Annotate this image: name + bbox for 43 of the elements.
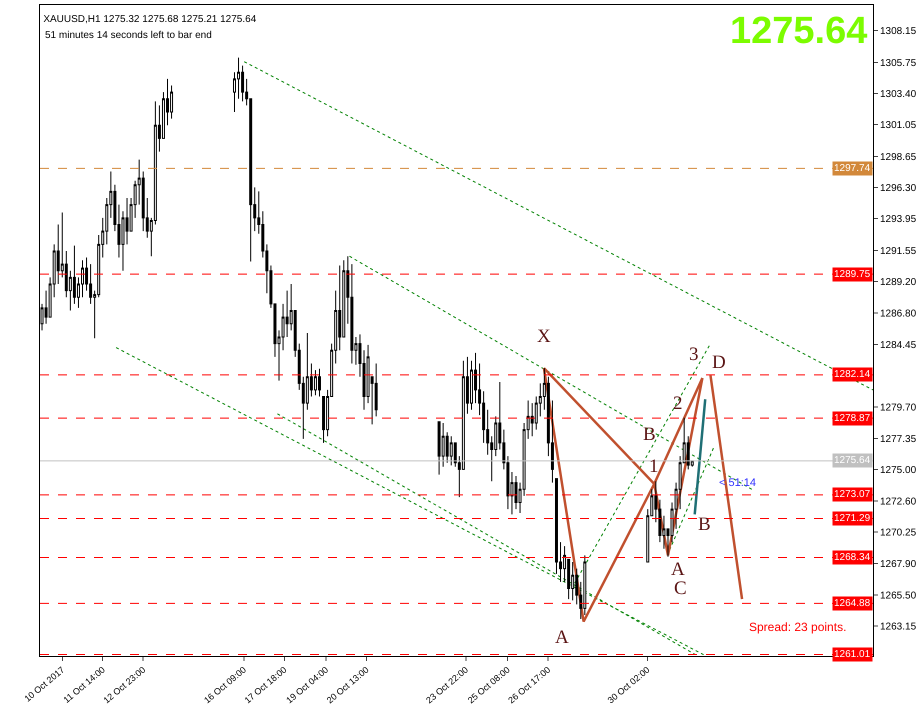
y-tick-label: 1293.95 bbox=[880, 214, 917, 226]
y-tick-label: 1286.80 bbox=[880, 308, 917, 320]
y-tick-label: 1279.70 bbox=[880, 402, 917, 414]
y-tick-label: 1289.20 bbox=[880, 276, 917, 288]
y-tick-label: 1284.45 bbox=[880, 340, 917, 351]
annotation: B bbox=[698, 514, 711, 535]
y-tick-label: 1265.50 bbox=[880, 590, 917, 602]
ref-line-label: 1278.87 bbox=[834, 413, 871, 424]
ref-line-label: 1261.01 bbox=[834, 649, 871, 660]
y-tick-label: 1305.75 bbox=[880, 58, 917, 69]
annotation: Spread: 23 points. bbox=[749, 620, 846, 634]
y-tick-label: 1267.90 bbox=[880, 558, 917, 570]
annotation: 1 bbox=[649, 456, 658, 477]
annotation: 3 bbox=[689, 344, 698, 365]
y-tick-label: 1272.60 bbox=[880, 496, 917, 508]
annotation: A bbox=[671, 559, 685, 580]
y-tick-label: 1301.05 bbox=[880, 120, 917, 132]
y-tick-label: 1275.00 bbox=[880, 464, 917, 476]
ref-line-label: 1268.34 bbox=[834, 552, 871, 563]
y-tick-label: 1291.55 bbox=[880, 246, 917, 257]
ref-line-label: 1282.14 bbox=[834, 369, 871, 380]
y-tick-label: 1303.40 bbox=[880, 88, 917, 100]
annotation: B bbox=[643, 424, 656, 445]
text: 51 minutes 14 seconds left to bar end bbox=[45, 30, 212, 41]
y-tick-label: 1277.35 bbox=[880, 434, 917, 445]
y-tick-label: 1263.15 bbox=[880, 622, 917, 633]
ref-line-label: 1275.64 bbox=[834, 455, 871, 466]
annotation: C bbox=[674, 578, 687, 599]
annotation: 2 bbox=[673, 393, 682, 414]
annotation: D bbox=[712, 352, 726, 373]
annotation: A bbox=[555, 627, 569, 648]
ref-line-label: 1264.88 bbox=[834, 598, 871, 609]
y-tick-label: 1298.65 bbox=[880, 152, 917, 163]
ref-line-label: 1273.07 bbox=[834, 489, 871, 500]
y-tick-label: 1296.30 bbox=[880, 182, 917, 194]
ref-line-label: 1289.75 bbox=[834, 269, 871, 280]
text: XAUUSD,H1 1275.32 1275.68 1275.21 1275.64 bbox=[43, 14, 257, 25]
ref-line-label: 1271.29 bbox=[834, 513, 871, 524]
y-tick-label: 1308.15 bbox=[880, 26, 917, 38]
annotation: X bbox=[537, 326, 551, 347]
annotation: 1275.64 bbox=[730, 10, 868, 52]
y-tick-label: 1270.25 bbox=[880, 528, 917, 539]
ref-line-label: 1297.74 bbox=[834, 163, 871, 174]
